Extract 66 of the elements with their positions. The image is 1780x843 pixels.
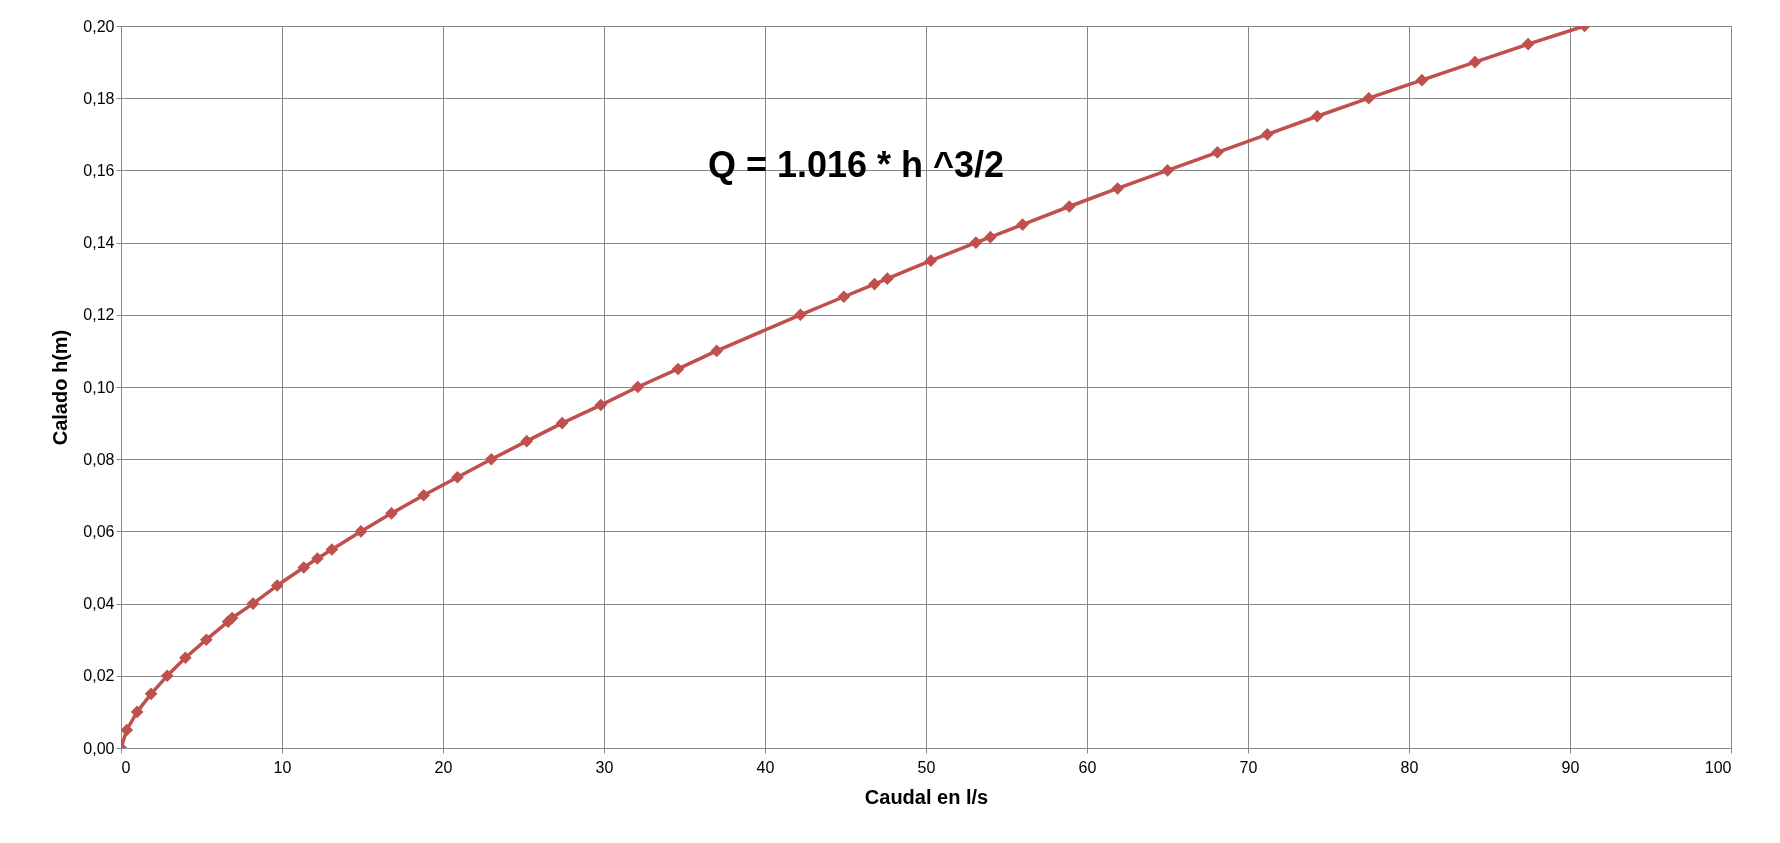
point bbox=[451, 470, 464, 484]
point bbox=[325, 543, 339, 556]
y-tick-label: 0,18 bbox=[83, 89, 115, 107]
x-tick-label: 90 bbox=[1561, 758, 1580, 776]
point bbox=[246, 597, 260, 610]
point bbox=[1016, 218, 1029, 231]
y-tick-label: 0,02 bbox=[83, 667, 115, 685]
point bbox=[1062, 200, 1076, 213]
y-tick-label: 0,16 bbox=[83, 161, 115, 179]
point bbox=[881, 272, 894, 286]
point bbox=[130, 705, 144, 719]
point bbox=[984, 230, 997, 244]
point bbox=[1161, 164, 1174, 177]
point bbox=[837, 290, 851, 304]
x-tick-label: 100 bbox=[1704, 758, 1732, 776]
point bbox=[270, 579, 284, 592]
point bbox=[1521, 37, 1535, 51]
x-tick-label: 80 bbox=[1400, 758, 1419, 776]
y-tick-label: 0,20 bbox=[83, 17, 115, 35]
point bbox=[710, 344, 724, 358]
point bbox=[417, 488, 430, 502]
y-tick-label: 0,14 bbox=[83, 234, 115, 252]
point bbox=[868, 277, 881, 291]
point bbox=[1211, 146, 1224, 159]
point bbox=[200, 633, 213, 647]
point bbox=[631, 380, 645, 394]
x-tick-label: 30 bbox=[595, 758, 614, 776]
point bbox=[160, 669, 174, 683]
point bbox=[794, 308, 807, 322]
y-tick-label: 0,06 bbox=[83, 522, 115, 540]
point bbox=[1310, 109, 1324, 123]
x-tick-label: 50 bbox=[917, 758, 936, 776]
point bbox=[594, 398, 608, 412]
point bbox=[924, 254, 938, 267]
point bbox=[297, 561, 311, 574]
y-axis-title: Calado h(m) bbox=[49, 329, 72, 446]
point bbox=[671, 362, 685, 376]
y-tick-label: 0,04 bbox=[83, 595, 115, 613]
point bbox=[1415, 73, 1429, 87]
point bbox=[354, 525, 368, 538]
point bbox=[520, 434, 534, 448]
point bbox=[311, 552, 324, 565]
point bbox=[385, 507, 398, 520]
point bbox=[144, 687, 158, 701]
y-tick-label: 0,00 bbox=[83, 739, 115, 757]
y-tick-label: 0,08 bbox=[83, 450, 115, 468]
x-axis-title: Caudal en l/s bbox=[864, 785, 989, 808]
y-tick-label: 0,10 bbox=[83, 378, 115, 396]
point bbox=[1260, 127, 1274, 141]
point bbox=[225, 611, 239, 625]
point bbox=[1111, 182, 1124, 195]
x-tick-label: 20 bbox=[434, 758, 453, 776]
point bbox=[969, 236, 983, 249]
point bbox=[179, 651, 192, 665]
y-tick-label: 0,12 bbox=[83, 306, 115, 324]
x-tick-label: 0 bbox=[121, 758, 131, 776]
x-tick-label: 10 bbox=[273, 758, 292, 776]
point bbox=[121, 723, 134, 737]
annotation: Q = 1.016 * h ^3/2 bbox=[707, 144, 1005, 185]
point bbox=[484, 452, 498, 466]
point bbox=[1362, 91, 1376, 105]
point bbox=[1468, 55, 1482, 69]
x-tick-label: 60 bbox=[1078, 758, 1097, 776]
x-tick-label: 70 bbox=[1239, 758, 1258, 776]
x-tick-label: 40 bbox=[756, 758, 775, 776]
point bbox=[555, 416, 569, 430]
